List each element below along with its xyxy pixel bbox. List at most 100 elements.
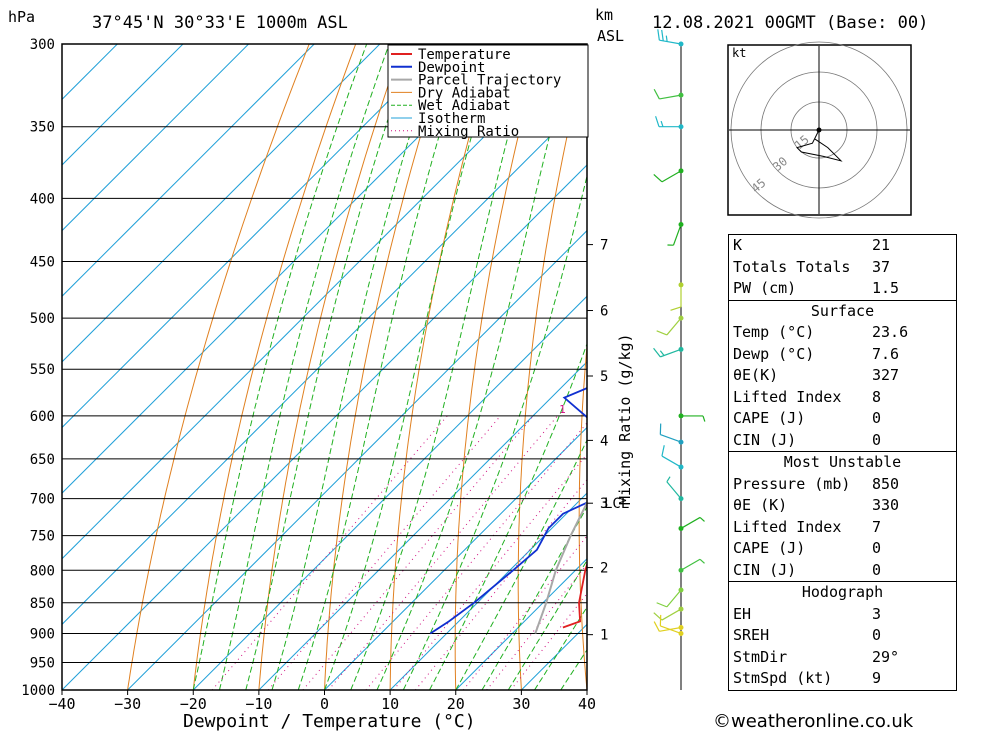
index-value: 3 xyxy=(872,604,882,623)
mixing-ratio-label: 8 xyxy=(717,403,724,416)
index-row: Lifted Index 8 xyxy=(729,387,956,409)
pressure-label: 650 xyxy=(30,452,55,468)
mixing-ratio-line xyxy=(211,415,448,690)
km-label: 5 xyxy=(600,369,608,385)
isotherm xyxy=(127,229,587,690)
surface-title: Surface xyxy=(729,299,956,323)
isotherm xyxy=(62,164,587,690)
km-label: 6 xyxy=(600,304,608,320)
wind-barb xyxy=(655,116,684,130)
wind-barb xyxy=(678,516,705,531)
legend-item: Mixing Ratio xyxy=(418,124,519,140)
km-label: 3 xyxy=(600,496,608,512)
wind-barb xyxy=(667,222,684,246)
pressure-label: 800 xyxy=(30,563,55,579)
index-value: 850 xyxy=(872,474,900,493)
index-label: StmDir xyxy=(733,647,788,666)
dry-adiabat xyxy=(638,44,681,690)
wet-adiabat xyxy=(324,44,499,690)
index-row: CIN (J) 0 xyxy=(729,560,956,582)
dewpoint-line xyxy=(429,387,587,635)
parcel-trajectory-line xyxy=(534,501,587,634)
mixing-ratio-line xyxy=(328,415,558,690)
wind-barb xyxy=(661,445,684,470)
wet-adiabat xyxy=(507,559,587,690)
index-row: CIN (J) 0 xyxy=(729,430,956,452)
index-label: Pressure (mb) xyxy=(733,474,851,493)
index-value: 21 xyxy=(872,236,891,254)
index-value: 327 xyxy=(872,366,900,384)
legend-item: Wet Adiabat xyxy=(418,98,511,114)
dry-adiabat xyxy=(695,44,728,690)
index-row: StmDir 29° xyxy=(729,647,956,669)
index-row: K 21 xyxy=(729,235,956,257)
legend-item: Dry Adiabat xyxy=(418,85,511,101)
index-row: Lifted Index 7 xyxy=(729,517,956,539)
index-label: CIN (J) xyxy=(733,560,797,579)
index-value: 1.5 xyxy=(872,279,900,297)
index-value: 0 xyxy=(872,409,882,427)
index-row: CAPE (J) 0 xyxy=(729,408,956,430)
mixing-ratio-label: 6 xyxy=(694,403,701,416)
legend-item: Temperature xyxy=(418,47,511,63)
mixing-ratio-label: 4 xyxy=(661,403,668,416)
index-row: CAPE (J) 0 xyxy=(729,538,956,560)
credit: ©weatheronline.co.uk xyxy=(713,711,914,732)
dry-adiabat xyxy=(127,44,310,690)
index-row: Pressure (mb) 850 xyxy=(729,474,956,496)
isotherm xyxy=(258,361,587,690)
dry-adiabat xyxy=(324,44,450,690)
wind-barb xyxy=(666,476,684,502)
x-tick-label: 20 xyxy=(447,695,465,713)
x-tick-label: 40 xyxy=(578,695,596,713)
isotherm xyxy=(62,44,249,232)
wind-barb xyxy=(678,413,706,422)
wet-adiabat xyxy=(429,342,587,690)
index-row: Temp (°C) 23.6 xyxy=(729,322,956,344)
wind-barb xyxy=(653,606,684,621)
isotherm xyxy=(62,44,512,494)
wind-profile xyxy=(653,29,706,690)
wind-barb xyxy=(656,315,684,336)
isotherm xyxy=(455,558,587,690)
legend-box xyxy=(387,44,589,138)
wind-barb xyxy=(659,423,684,445)
isotherm xyxy=(62,44,381,363)
index-value: 0 xyxy=(872,560,882,579)
isotherm xyxy=(62,44,446,429)
pressure-label: 950 xyxy=(30,655,55,671)
pressure-label: 700 xyxy=(30,492,55,508)
hodograph-title: Hodograph xyxy=(729,581,956,604)
index-value: 0 xyxy=(872,430,882,449)
wind-barb xyxy=(653,621,684,632)
lcl-label: LCL xyxy=(604,496,629,512)
index-row: Dewp (°C) 7.6 xyxy=(729,344,956,366)
x-tick-label: −10 xyxy=(245,695,272,713)
index-row: SREH 0 xyxy=(729,625,956,647)
mixing-ratio-axis-label: Mixing Ratio (g/kg) xyxy=(616,333,634,505)
index-value: 330 xyxy=(872,496,900,514)
indices-table: K 21 Totals Totals 37 PW (cm) 1.5 Surface Tem… xyxy=(728,234,957,691)
index-value: 23.6 xyxy=(872,323,909,341)
index-value: 9 xyxy=(872,669,882,687)
wind-barb xyxy=(656,587,684,608)
x-tick-label: −30 xyxy=(114,695,141,713)
mixing-ratio-label: 3 xyxy=(638,403,645,416)
wind-barb xyxy=(678,558,705,573)
index-row: EH 3 xyxy=(729,604,956,626)
date-title: 12.08.2021 00GMT (Base: 00) xyxy=(652,13,928,33)
temperature-line xyxy=(562,561,587,629)
wind-barb xyxy=(659,614,684,636)
index-row: PW (cm) 1.5 xyxy=(729,278,956,300)
pressure-label: 850 xyxy=(30,596,55,612)
index-label: Lifted Index xyxy=(733,517,842,536)
x-tick-label: 10 xyxy=(381,695,399,713)
index-label: θE (K) xyxy=(733,496,788,514)
km-label: 2 xyxy=(600,561,608,577)
index-value: 37 xyxy=(872,257,891,276)
wind-barb xyxy=(657,29,684,47)
isotherm xyxy=(62,44,118,101)
